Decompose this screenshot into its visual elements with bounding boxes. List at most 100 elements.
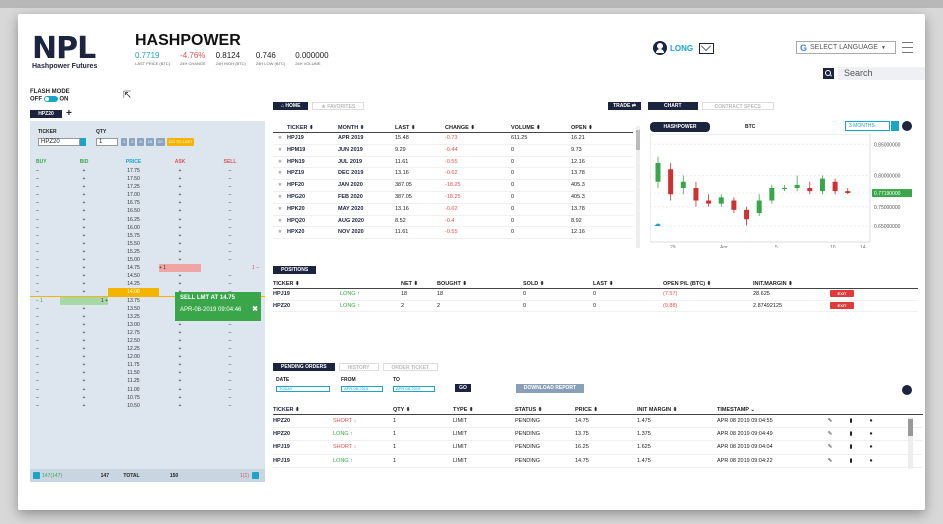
market-header-cell[interactable]: LAST ⬍ <box>395 125 416 131</box>
positions-header-cell[interactable]: SOLD ⬍ <box>523 281 545 287</box>
ask-cell[interactable]: + <box>178 240 182 247</box>
sell-cell[interactable]: – <box>228 386 232 393</box>
bid-cell[interactable]: + <box>82 240 86 247</box>
market-row[interactable]: ★ HPK20 MAY 2020 13.16 -0.62 0 13.78 <box>273 204 633 216</box>
bid-cell[interactable]: + <box>82 313 86 320</box>
ask-cell[interactable]: + <box>178 370 182 377</box>
go-to-last-button[interactable]: GO TO LAST <box>166 138 195 146</box>
tab-pending-orders[interactable]: PENDING ORDERS <box>273 363 335 371</box>
sell-cell[interactable]: – <box>228 362 232 369</box>
market-header-cell[interactable]: TICKER ⬍ <box>287 125 314 131</box>
buy-cell[interactable]: – <box>36 289 39 296</box>
positions-header-cell[interactable]: TICKER ⬍ <box>273 281 300 287</box>
orders-header-cell[interactable]: TIMESTAMP ⌄ <box>717 407 756 413</box>
market-row[interactable]: ★ HPG20 FEB 2020 387.05 -18.25 0 405.3 <box>273 192 633 204</box>
cancel-icon[interactable]: ● <box>869 418 873 424</box>
sell-cell[interactable]: – <box>228 329 232 336</box>
sell-cell[interactable]: – <box>228 273 232 280</box>
add-tab-button[interactable]: + <box>66 108 72 119</box>
positions-header-cell[interactable]: BOUGHT ⬍ <box>437 281 467 287</box>
hashpower-series-button[interactable]: HASHPOWER <box>650 122 710 132</box>
buy-cell[interactable]: – <box>36 313 39 320</box>
sell-lock-icon[interactable] <box>252 472 259 479</box>
bid-cell[interactable]: + <box>82 305 86 312</box>
ask-cell[interactable]: + <box>178 394 182 401</box>
buy-cell[interactable]: – <box>36 337 39 344</box>
sell-cell[interactable]: – <box>228 208 232 215</box>
ask-cell[interactable]: + <box>178 281 182 288</box>
buy-cell[interactable]: – <box>36 394 39 401</box>
ask-cell[interactable]: + <box>178 273 182 280</box>
sell-cell[interactable]: – <box>228 240 232 247</box>
bid-cell[interactable]: + <box>82 232 86 239</box>
qty-button-20[interactable]: 20 <box>156 138 165 146</box>
buy-cell[interactable]: – <box>36 216 39 223</box>
ask-cell[interactable]: + <box>178 257 182 264</box>
flash-mode-toggle[interactable] <box>43 96 58 102</box>
orders-header-cell[interactable]: PRICE ⬍ <box>575 407 598 413</box>
buy-cell[interactable]: – <box>36 200 39 207</box>
ask-cell[interactable]: + <box>178 224 182 231</box>
sell-cell[interactable]: – <box>228 346 232 353</box>
trash-icon[interactable]: ▮ <box>849 444 853 451</box>
ask-cell[interactable]: + <box>178 216 182 223</box>
tab-order-ticket[interactable]: ORDER TICKET <box>382 363 439 371</box>
exit-button[interactable]: EXIT <box>830 301 854 309</box>
sell-cell[interactable]: – <box>228 394 232 401</box>
edit-icon[interactable]: ✎ <box>827 444 833 451</box>
ask-cell[interactable]: + <box>178 354 182 361</box>
range-select[interactable]: 3 MONTHS <box>845 121 890 131</box>
trash-icon[interactable]: ▮ <box>849 431 853 438</box>
tab-chart[interactable]: CHART <box>648 102 698 110</box>
buy-cell[interactable]: – <box>36 184 39 191</box>
bid-cell[interactable]: 1 + <box>60 296 108 305</box>
tab-positions[interactable]: POSITIONS <box>273 266 317 274</box>
buy-cell[interactable]: – <box>36 354 39 361</box>
orders-header-cell[interactable]: TICKER ⬍ <box>273 407 300 413</box>
settings-icon[interactable] <box>902 121 912 131</box>
star-icon[interactable]: ★ <box>277 217 283 224</box>
market-row[interactable]: ★ HPF20 JAN 2020 387.05 -18.25 0 405.3 <box>273 180 633 192</box>
exit-button[interactable]: EXIT <box>830 290 854 297</box>
bid-cell[interactable]: + <box>82 354 86 361</box>
bid-cell[interactable]: + <box>82 329 86 336</box>
close-icon[interactable]: ✖ <box>252 306 258 313</box>
buy-cell[interactable]: – <box>36 305 39 312</box>
bid-cell[interactable]: + <box>82 370 86 377</box>
market-row[interactable]: ★ HPX20 NOV 2020 11.61 -0.55 0 12.16 <box>273 227 633 240</box>
positions-header-cell[interactable]: OPEN P/L (BTC) ⬍ <box>663 281 712 287</box>
buy-cell[interactable]: – <box>36 192 39 199</box>
bid-cell[interactable]: + <box>82 216 86 223</box>
date-select[interactable]: TODAY <box>276 386 330 392</box>
buy-cell[interactable]: – <box>36 402 39 409</box>
qty-button-10[interactable]: 10 <box>145 138 155 146</box>
go-button[interactable]: GO <box>455 384 471 392</box>
bid-cell[interactable]: + <box>82 337 86 344</box>
buy-cell[interactable]: – <box>36 257 39 264</box>
trade-button[interactable]: TRADE ⇄ <box>608 102 641 110</box>
bid-cell[interactable]: + <box>82 200 86 207</box>
from-date-input[interactable]: APR-08-2019 <box>341 386 383 392</box>
bid-cell[interactable]: + <box>82 321 86 328</box>
ask-cell[interactable]: + <box>178 386 182 393</box>
ask-cell[interactable]: + 1 <box>159 264 201 273</box>
ask-cell[interactable]: + <box>178 208 182 215</box>
bid-cell[interactable]: + <box>82 192 86 199</box>
bid-cell[interactable]: + <box>82 168 86 174</box>
buy-cell[interactable]: – <box>36 329 39 336</box>
bid-cell[interactable]: + <box>82 386 86 393</box>
sell-cell[interactable]: – <box>228 281 232 288</box>
star-icon[interactable]: ★ <box>277 158 283 165</box>
star-icon[interactable]: ★ <box>277 229 283 236</box>
ticker-input[interactable]: HPZ20 <box>38 138 80 146</box>
ask-cell[interactable]: + <box>178 329 182 336</box>
positions-header-cell[interactable]: LAST ⬍ <box>593 281 614 287</box>
to-date-input[interactable]: APR-08-2019 <box>393 386 435 392</box>
sell-cell[interactable]: – <box>228 248 232 255</box>
star-icon[interactable]: ★ <box>277 182 283 189</box>
orders-header-cell[interactable]: STATUS ⬍ <box>515 407 543 413</box>
sell-cell[interactable]: – <box>228 224 232 231</box>
star-icon[interactable]: ★ <box>277 193 283 200</box>
buy-cell[interactable]: – 1 <box>36 297 43 304</box>
ticker-dropdown-button[interactable] <box>80 138 86 146</box>
